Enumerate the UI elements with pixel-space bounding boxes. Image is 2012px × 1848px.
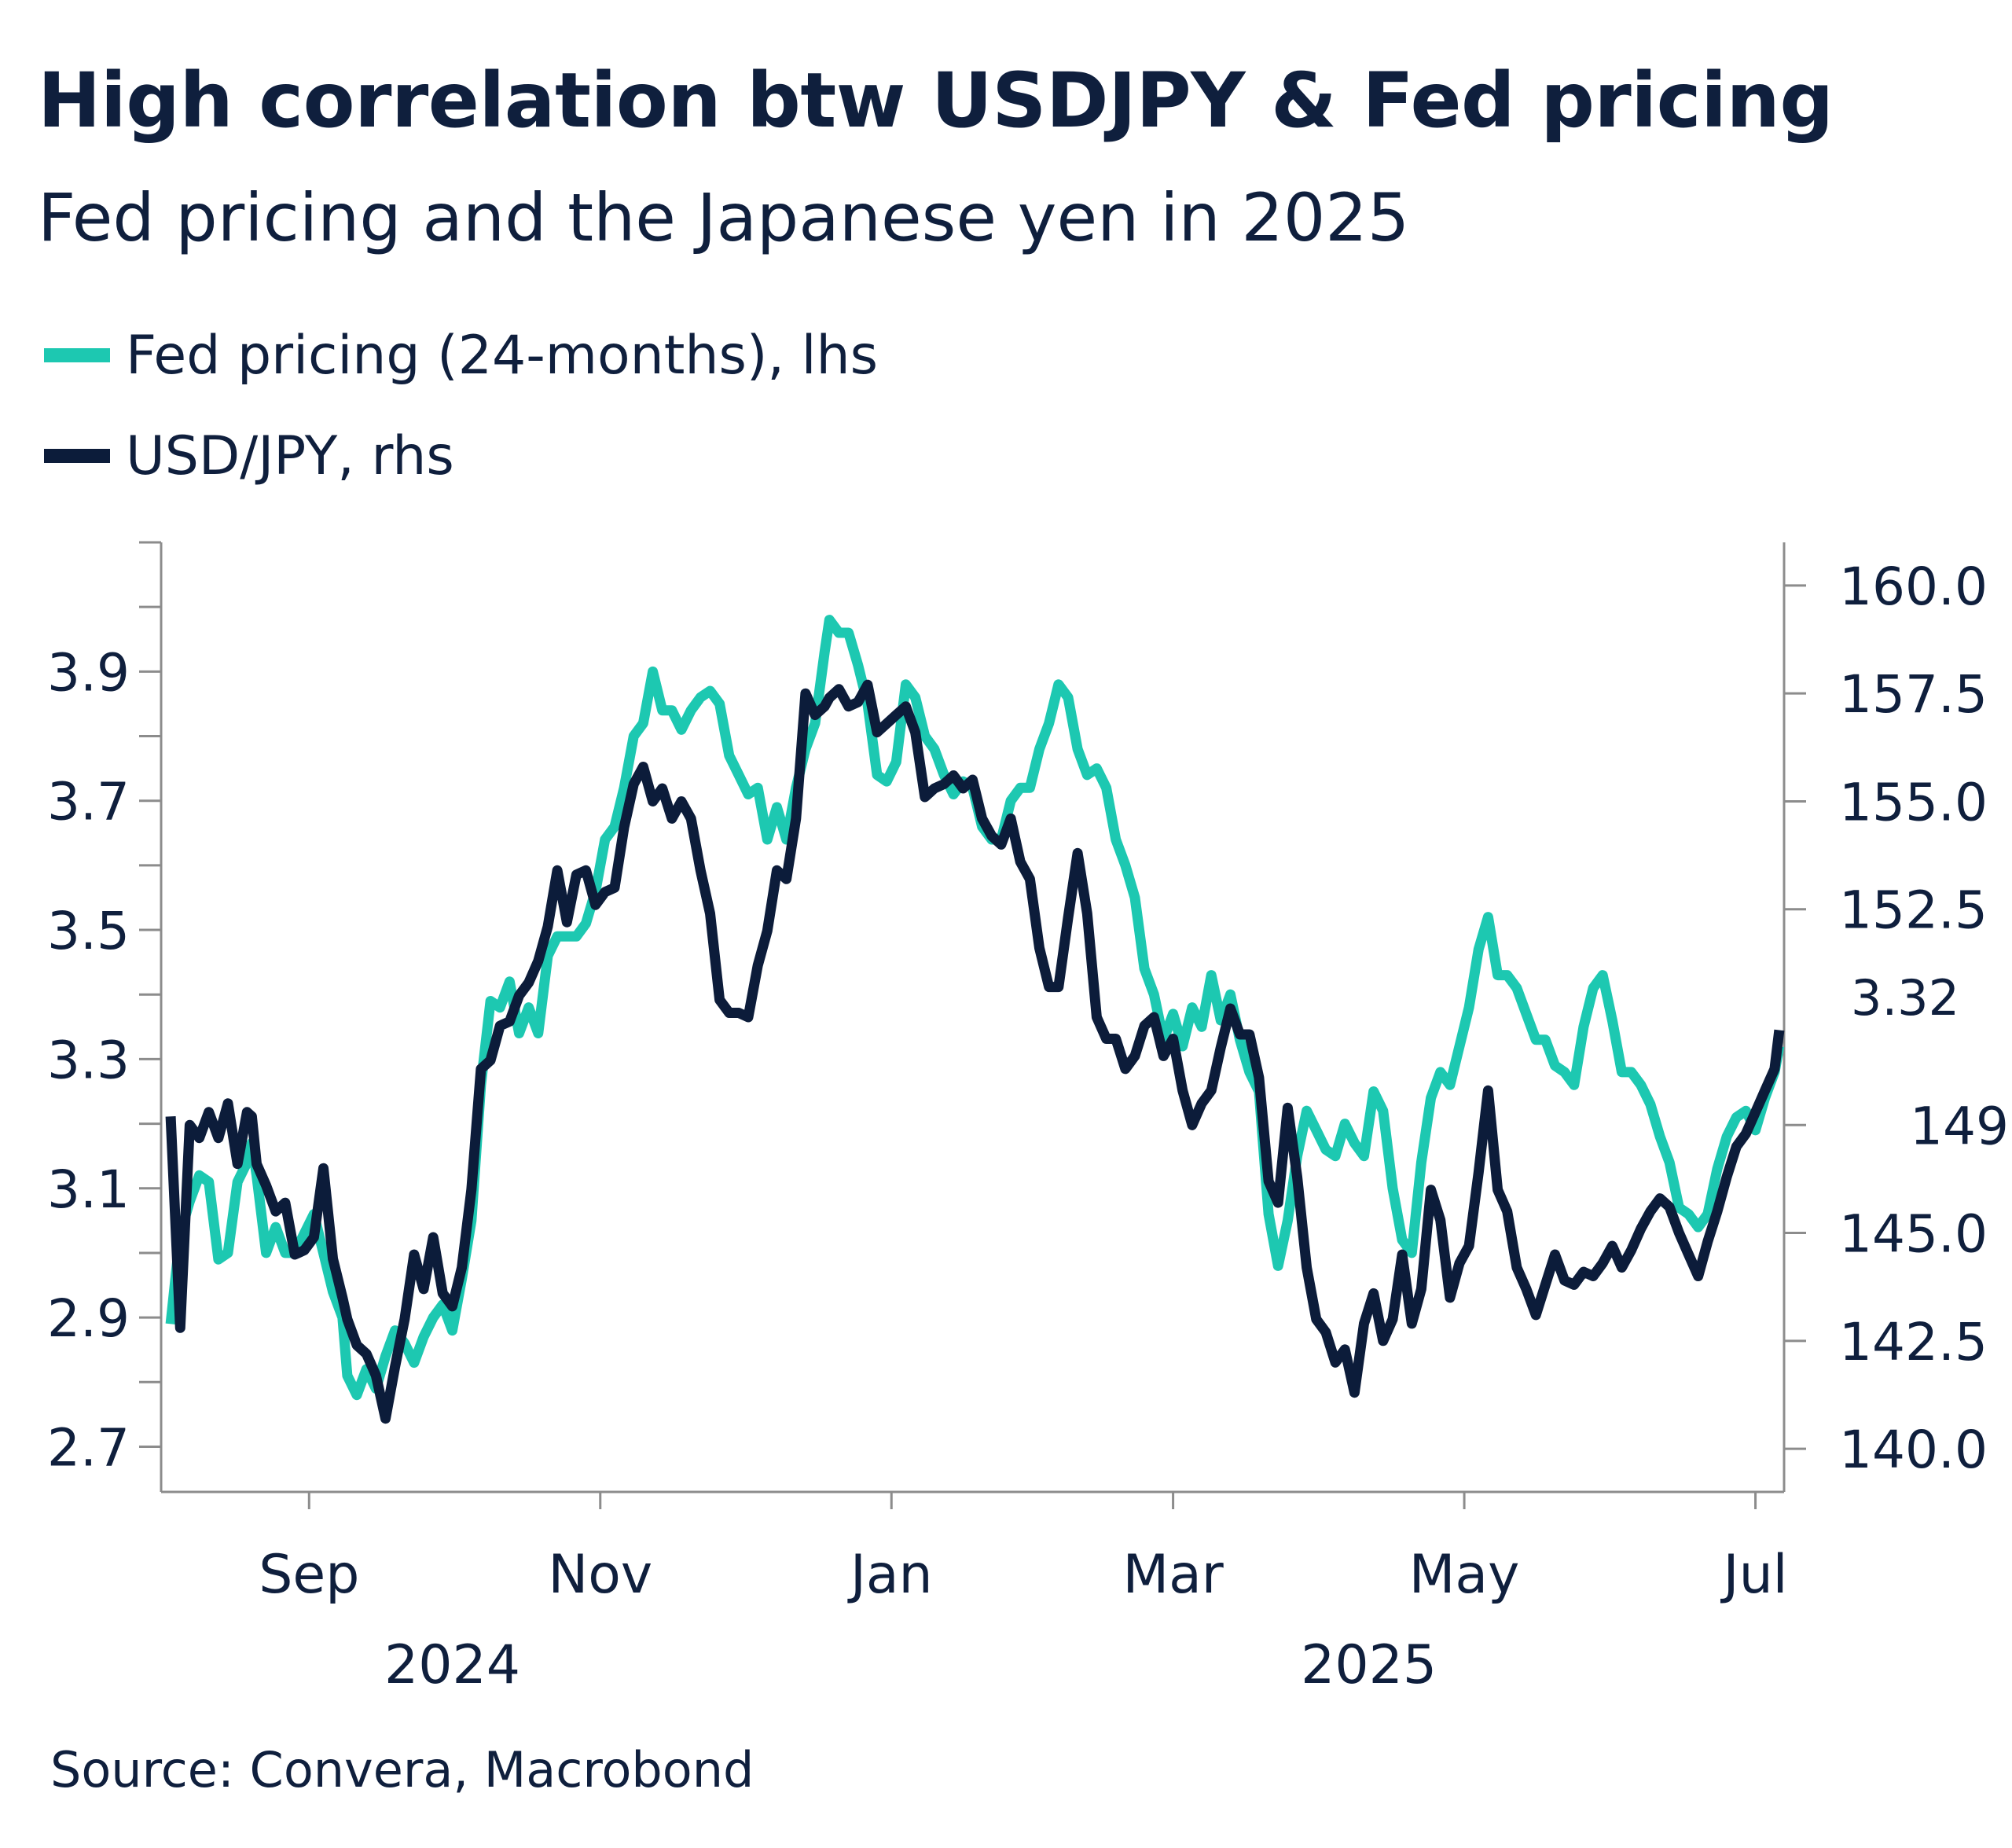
right-axis-tick-label: 140.0 [1839,1420,1988,1480]
last-value-label: 3.32 [1851,969,1959,1027]
left-axis-tick-label: 3.9 [47,642,130,703]
legend-swatch-fed [44,348,110,362]
left-axis-tick-label: 2.7 [47,1417,130,1478]
left-axis-tick-label: 3.1 [47,1159,130,1220]
left-axis-tick-label: 3.5 [47,901,130,961]
x-axis-tick-label: Nov [548,1544,652,1606]
x-axis-tick-label: May [1409,1544,1520,1606]
chart-title: High correlation btw USDJPY & Fed pricin… [38,57,1834,145]
legend-swatch-usdjpy [44,449,110,463]
right-axis-tick-label: 157.5 [1839,664,1988,725]
right-axis-tick-label: 149 [1910,1096,2009,1156]
x-axis-tick-label: Jan [847,1544,933,1606]
right-axis-tick-label: 155.0 [1839,772,1988,832]
legend-label-fed: Fed pricing (24-months), lhs [126,324,879,387]
legend-label-usdjpy: USD/JPY, rhs [126,424,454,487]
right-axis-tick-label: 142.5 [1839,1312,1988,1372]
right-axis-tick-label: 152.5 [1839,880,1988,941]
series-line-usdjpy [165,679,1785,1424]
left-axis-tick-label: 3.3 [47,1030,130,1090]
right-axis-tick-label: 160.0 [1839,557,1988,617]
legend-item-usdjpy: USD/JPY, rhs [44,424,454,487]
x-axis-tick-label: Jul [1720,1544,1788,1606]
right-axis-tick-label: 145.0 [1839,1204,1988,1265]
source-note: Source: Convera, Macrobond [50,1741,754,1798]
x-axis-year-label: 2025 [1301,1634,1437,1696]
left-axis-tick-label: 2.9 [47,1288,130,1349]
left-axis-tick-label: 3.7 [47,772,130,832]
x-axis-tick-label: Mar [1122,1544,1223,1606]
x-axis-tick-label: Sep [259,1544,359,1606]
chart-subtitle: Fed pricing and the Japanese yen in 2025 [38,179,1410,256]
legend-item-fed: Fed pricing (24-months), lhs [44,324,878,387]
x-axis-year-label: 2024 [384,1634,520,1696]
